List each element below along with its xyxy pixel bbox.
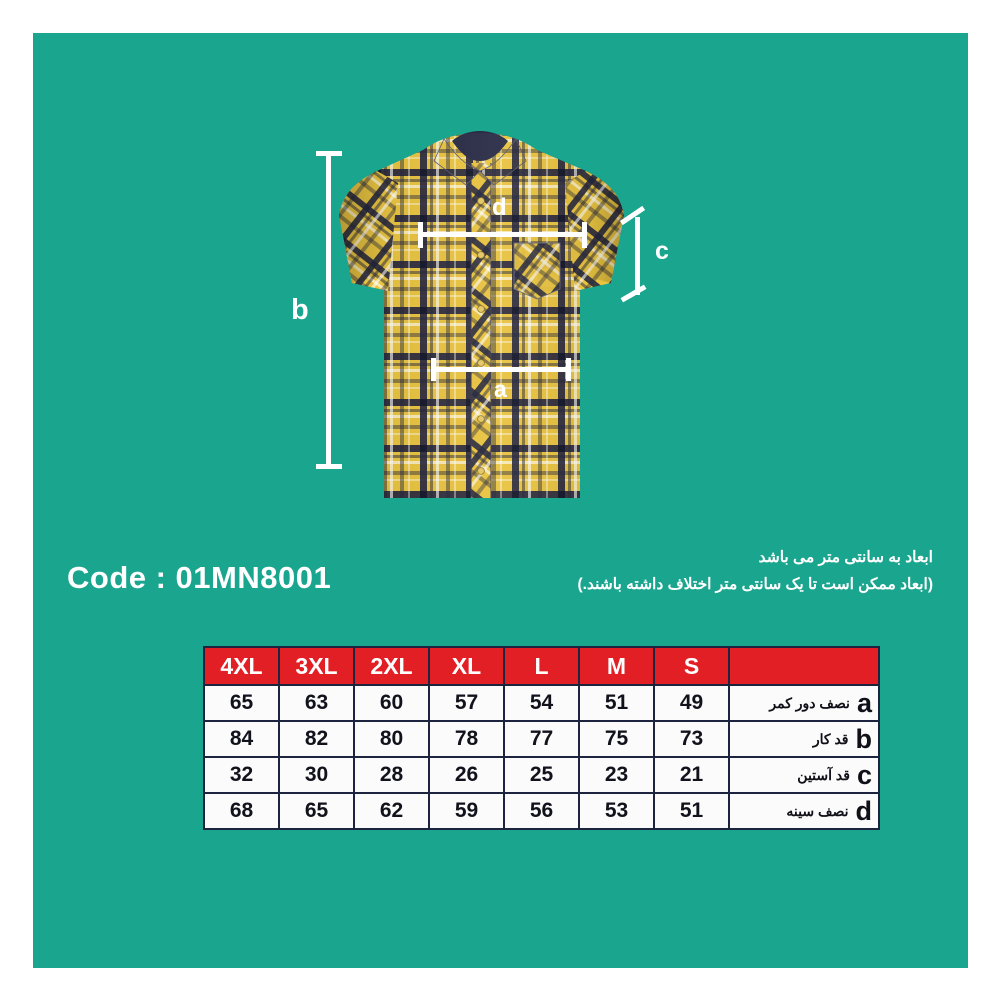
cell-c-s: 21 bbox=[655, 758, 728, 792]
cell-b-s: 73 bbox=[655, 722, 728, 756]
size-table-header-row: 4XL 3XL 2XL XL L M S bbox=[205, 648, 878, 684]
guide-a-cap-right bbox=[566, 358, 571, 381]
cell-b-m: 75 bbox=[580, 722, 653, 756]
cell-c-m: 23 bbox=[580, 758, 653, 792]
guide-b-cap-bottom bbox=[316, 464, 342, 469]
guide-b-line bbox=[326, 151, 331, 469]
cell-b-4xl: 84 bbox=[205, 722, 278, 756]
size-table: 4XL 3XL 2XL XL L M S 65 63 60 57 54 51 4… bbox=[203, 646, 880, 830]
guide-c-line bbox=[635, 217, 640, 295]
row-label-text-d: نصف سینه bbox=[786, 802, 849, 819]
column-header-3xl: 3XL bbox=[280, 648, 353, 684]
cell-a-4xl: 65 bbox=[205, 686, 278, 720]
table-row: 84 82 80 78 77 75 73 b قد کار bbox=[205, 722, 878, 756]
cell-a-3xl: 63 bbox=[280, 686, 353, 720]
cell-c-3xl: 30 bbox=[280, 758, 353, 792]
note-line-1: ابعاد به سانتی متر می باشد bbox=[758, 549, 933, 566]
cell-b-3xl: 82 bbox=[280, 722, 353, 756]
cell-c-xl: 26 bbox=[430, 758, 503, 792]
row-label-text-c: قد آستین bbox=[797, 766, 850, 783]
row-label-d: d نصف سینه bbox=[730, 794, 878, 828]
row-key-b: b bbox=[855, 723, 873, 754]
cell-d-s: 51 bbox=[655, 794, 728, 828]
column-header-4xl: 4XL bbox=[205, 648, 278, 684]
cell-a-m: 51 bbox=[580, 686, 653, 720]
shirt-illustration bbox=[328, 123, 638, 508]
column-header-xl: XL bbox=[430, 648, 503, 684]
column-header-2xl: 2XL bbox=[355, 648, 428, 684]
cell-a-2xl: 60 bbox=[355, 686, 428, 720]
guide-d-cap-right bbox=[582, 222, 587, 248]
measure-label-c: c bbox=[655, 237, 669, 265]
column-header-l: L bbox=[505, 648, 578, 684]
table-row: 65 63 60 57 54 51 49 a نصف دور کمر bbox=[205, 686, 878, 720]
table-row: 68 65 62 59 56 53 51 d نصف سینه bbox=[205, 794, 878, 828]
row-key-d: d bbox=[855, 795, 873, 826]
cell-c-2xl: 28 bbox=[355, 758, 428, 792]
cell-d-m: 53 bbox=[580, 794, 653, 828]
cell-a-l: 54 bbox=[505, 686, 578, 720]
row-label-a: a نصف دور کمر bbox=[730, 686, 878, 720]
cell-b-2xl: 80 bbox=[355, 722, 428, 756]
cell-d-4xl: 68 bbox=[205, 794, 278, 828]
cell-a-xl: 57 bbox=[430, 686, 503, 720]
measure-label-a: a bbox=[494, 376, 507, 402]
cell-d-3xl: 65 bbox=[280, 794, 353, 828]
row-key-c: c bbox=[856, 759, 872, 790]
shirt-svg bbox=[339, 131, 624, 498]
column-header-m: M bbox=[580, 648, 653, 684]
measure-label-d: d bbox=[492, 194, 507, 221]
row-label-text-b: قد کار bbox=[812, 730, 849, 747]
cell-b-xl: 78 bbox=[430, 722, 503, 756]
shirt-shading bbox=[339, 133, 624, 498]
cell-c-4xl: 32 bbox=[205, 758, 278, 792]
column-header-s: S bbox=[655, 648, 728, 684]
cell-d-l: 56 bbox=[505, 794, 578, 828]
cell-d-xl: 59 bbox=[430, 794, 503, 828]
product-code: Code : 01MN8001 bbox=[67, 560, 332, 595]
measurement-notes: ابعاد به سانتی متر می باشد (ابعاد ممکن ا… bbox=[577, 545, 933, 598]
guide-a-line bbox=[431, 367, 571, 372]
column-header-measure bbox=[730, 648, 878, 684]
cell-c-l: 25 bbox=[505, 758, 578, 792]
note-line-2: (ابعاد ممکن است تا یک سانتی متر اختلاف د… bbox=[577, 575, 933, 593]
product-size-chart-card: b c d a Code : 01MN8001 ابعاد به سانتی م… bbox=[33, 33, 968, 968]
cell-a-s: 49 bbox=[655, 686, 728, 720]
row-label-c: c قد آستین bbox=[730, 758, 878, 792]
row-label-b: b قد کار bbox=[730, 722, 878, 756]
cell-d-2xl: 62 bbox=[355, 794, 428, 828]
measure-label-b: b bbox=[291, 294, 309, 326]
garment-diagram: b c d a bbox=[33, 103, 968, 503]
row-key-a: a bbox=[856, 687, 872, 718]
guide-d-line bbox=[418, 232, 587, 237]
cell-b-l: 77 bbox=[505, 722, 578, 756]
table-row: 32 30 28 26 25 23 21 c قد آستین bbox=[205, 758, 878, 792]
row-label-text-a: نصف دور کمر bbox=[769, 694, 850, 711]
